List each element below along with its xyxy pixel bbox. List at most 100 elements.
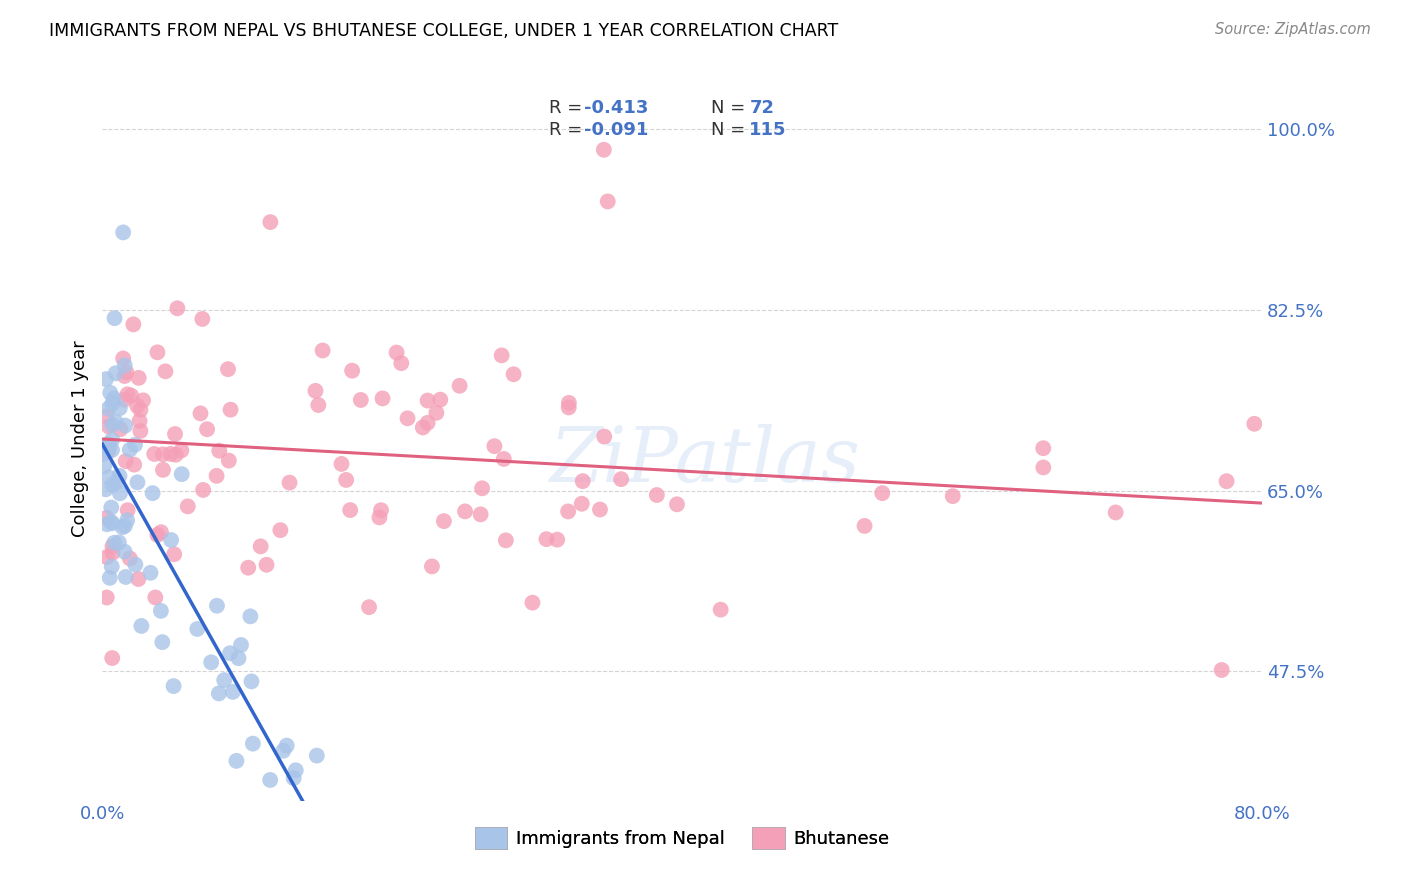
Point — [942, 489, 965, 503]
Point — [146, 345, 169, 359]
Point — [132, 393, 155, 408]
Point — [101, 546, 124, 560]
Point — [219, 402, 242, 417]
Point — [368, 510, 391, 524]
Point — [239, 609, 262, 624]
Point — [433, 514, 456, 528]
Point — [111, 520, 134, 534]
Point — [278, 475, 301, 490]
Point — [225, 754, 247, 768]
Point — [177, 500, 200, 514]
Point — [249, 540, 271, 554]
Point — [495, 533, 517, 548]
Point — [118, 442, 141, 457]
Point — [484, 439, 506, 453]
Point — [273, 744, 295, 758]
Point — [470, 508, 492, 522]
Text: 115: 115 — [749, 120, 787, 138]
Point — [212, 673, 235, 687]
Point — [557, 401, 579, 415]
Point — [166, 301, 188, 316]
Point — [205, 599, 228, 613]
Point — [101, 516, 124, 531]
Point — [200, 655, 222, 669]
Point — [1032, 460, 1054, 475]
Point — [420, 559, 443, 574]
Point — [104, 367, 127, 381]
Point — [350, 392, 373, 407]
Point — [1215, 474, 1237, 488]
Point — [339, 503, 361, 517]
Point — [97, 445, 120, 459]
Point — [389, 356, 412, 370]
Point — [114, 544, 136, 558]
Point — [104, 415, 127, 429]
Point — [96, 550, 118, 565]
Point — [114, 418, 136, 433]
Point — [114, 368, 136, 383]
Point — [165, 448, 187, 462]
Point — [96, 409, 118, 424]
Point — [163, 427, 186, 442]
Point — [429, 392, 451, 407]
Point — [645, 488, 668, 502]
Point — [536, 532, 558, 546]
Point — [191, 483, 214, 497]
Text: R =: R = — [548, 99, 588, 117]
Point — [101, 433, 124, 447]
Point — [1104, 505, 1126, 519]
Point — [160, 533, 183, 547]
Point — [195, 422, 218, 436]
Point — [219, 646, 242, 660]
Text: R =: R = — [548, 120, 588, 138]
Point — [108, 535, 131, 549]
Point — [152, 447, 174, 461]
Text: N =: N = — [711, 120, 751, 138]
Point — [416, 393, 439, 408]
Point — [97, 419, 120, 434]
Point — [155, 364, 177, 378]
Point — [127, 475, 149, 490]
Point — [124, 558, 146, 572]
Point — [129, 403, 152, 417]
Point — [128, 371, 150, 385]
Point — [283, 771, 305, 785]
Point — [112, 351, 135, 366]
Point — [124, 438, 146, 452]
Point — [1243, 417, 1265, 431]
Point — [94, 483, 117, 497]
Legend: Immigrants from Nepal, Bhutanese: Immigrants from Nepal, Bhutanese — [467, 821, 897, 856]
Text: N =: N = — [711, 99, 751, 117]
Point — [149, 604, 172, 618]
Point — [112, 392, 135, 407]
Point — [162, 679, 184, 693]
Point — [416, 416, 439, 430]
Point — [101, 396, 124, 410]
Point — [1032, 441, 1054, 455]
Point — [114, 454, 136, 468]
Point — [115, 513, 138, 527]
Point — [592, 143, 614, 157]
Point — [589, 502, 612, 516]
Point — [103, 392, 125, 406]
Point — [100, 515, 122, 529]
Point — [311, 343, 333, 358]
Point — [142, 486, 165, 500]
Point — [131, 619, 153, 633]
Point — [449, 378, 471, 392]
Point — [218, 453, 240, 467]
Point — [593, 429, 616, 443]
Point — [502, 368, 524, 382]
Point — [371, 392, 394, 406]
Point — [330, 457, 353, 471]
Point — [97, 438, 120, 452]
Point — [98, 385, 121, 400]
Point — [276, 739, 298, 753]
Point — [120, 389, 142, 403]
Point — [117, 387, 139, 401]
Point — [108, 469, 131, 483]
Point — [96, 510, 118, 524]
Point — [872, 486, 894, 500]
Point — [710, 602, 733, 616]
Point — [143, 591, 166, 605]
